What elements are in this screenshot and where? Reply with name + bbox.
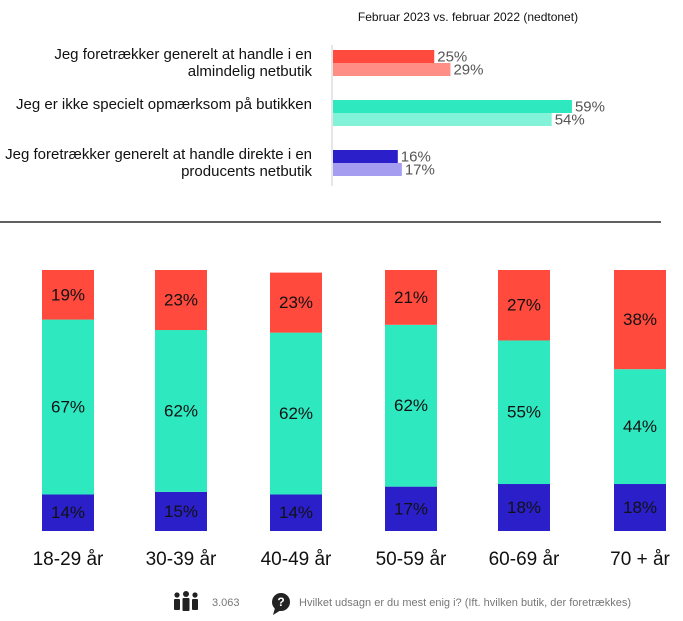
value-label: 67% (51, 398, 85, 417)
bar-segment (614, 484, 666, 531)
category-label: Jeg er ikke specielt opmærksom på butikk… (16, 96, 312, 113)
svg-text:?: ? (277, 595, 284, 609)
value-label: 16% (401, 148, 431, 165)
respondents: 3.063 (212, 597, 240, 609)
chart-subtitle: Februar 2023 vs. februar 2022 (nedtonet) (358, 10, 578, 24)
value-label: 62% (279, 404, 313, 423)
question-icon: ? (272, 593, 290, 615)
value-label: 27% (507, 296, 541, 315)
value-label: 38% (623, 310, 657, 329)
value-label: 44% (623, 417, 657, 436)
value-label: 59% (575, 98, 605, 115)
bar-segment (270, 332, 322, 495)
value-label: 62% (394, 396, 428, 415)
bar-segment (42, 319, 94, 495)
bar (333, 113, 552, 126)
bar (333, 163, 402, 176)
bar (333, 50, 435, 63)
x-tick-label: 60-69 år (489, 549, 560, 570)
value-label: 21% (394, 288, 428, 307)
bar (333, 63, 451, 76)
bar-segment (385, 486, 437, 531)
x-tick-label: 70 + år (610, 549, 670, 570)
bar-segment (614, 369, 666, 485)
value-label: 15% (164, 502, 198, 521)
bar-segment (498, 484, 550, 531)
bar (333, 150, 398, 163)
x-tick-label: 40-49 år (261, 549, 332, 570)
bar-segment (270, 272, 322, 333)
value-label: 62% (164, 401, 198, 420)
bar-segment (155, 270, 207, 331)
value-label: 18% (507, 498, 541, 517)
value-label: 18% (623, 498, 657, 517)
x-tick-label: 50-59 år (376, 549, 447, 570)
value-label: 19% (51, 285, 85, 304)
bar-segment (385, 270, 437, 325)
value-label: 14% (279, 503, 313, 522)
category-label: Jeg foretrækker generelt at handle i en … (54, 46, 312, 80)
value-label: 55% (507, 403, 541, 422)
bar-segment (498, 340, 550, 485)
category-label: Jeg foretrækker generelt at handle direk… (5, 146, 312, 180)
bar-segment (498, 270, 550, 341)
people-icon (174, 591, 198, 611)
bar (333, 100, 572, 113)
bar-segment (270, 494, 322, 531)
bar-segment (155, 330, 207, 492)
value-label: 17% (394, 499, 428, 518)
value-label: 54% (555, 111, 585, 128)
question: Hvilket udsagn er du mest enig i? (Ift. … (299, 597, 631, 609)
value-label: 14% (51, 503, 85, 522)
value-label: 17% (405, 161, 435, 178)
bar-segment (155, 491, 207, 531)
value-label: 23% (279, 293, 313, 312)
bar-segment (614, 270, 666, 370)
x-tick-label: 30-39 år (146, 549, 217, 570)
value-label: 29% (453, 61, 483, 78)
value-label: 23% (164, 290, 198, 309)
bar-segment (42, 494, 94, 531)
value-label: 25% (437, 48, 467, 65)
bar-segment (42, 270, 94, 320)
bar-segment (385, 324, 437, 487)
x-tick-label: 18-29 år (33, 549, 104, 570)
